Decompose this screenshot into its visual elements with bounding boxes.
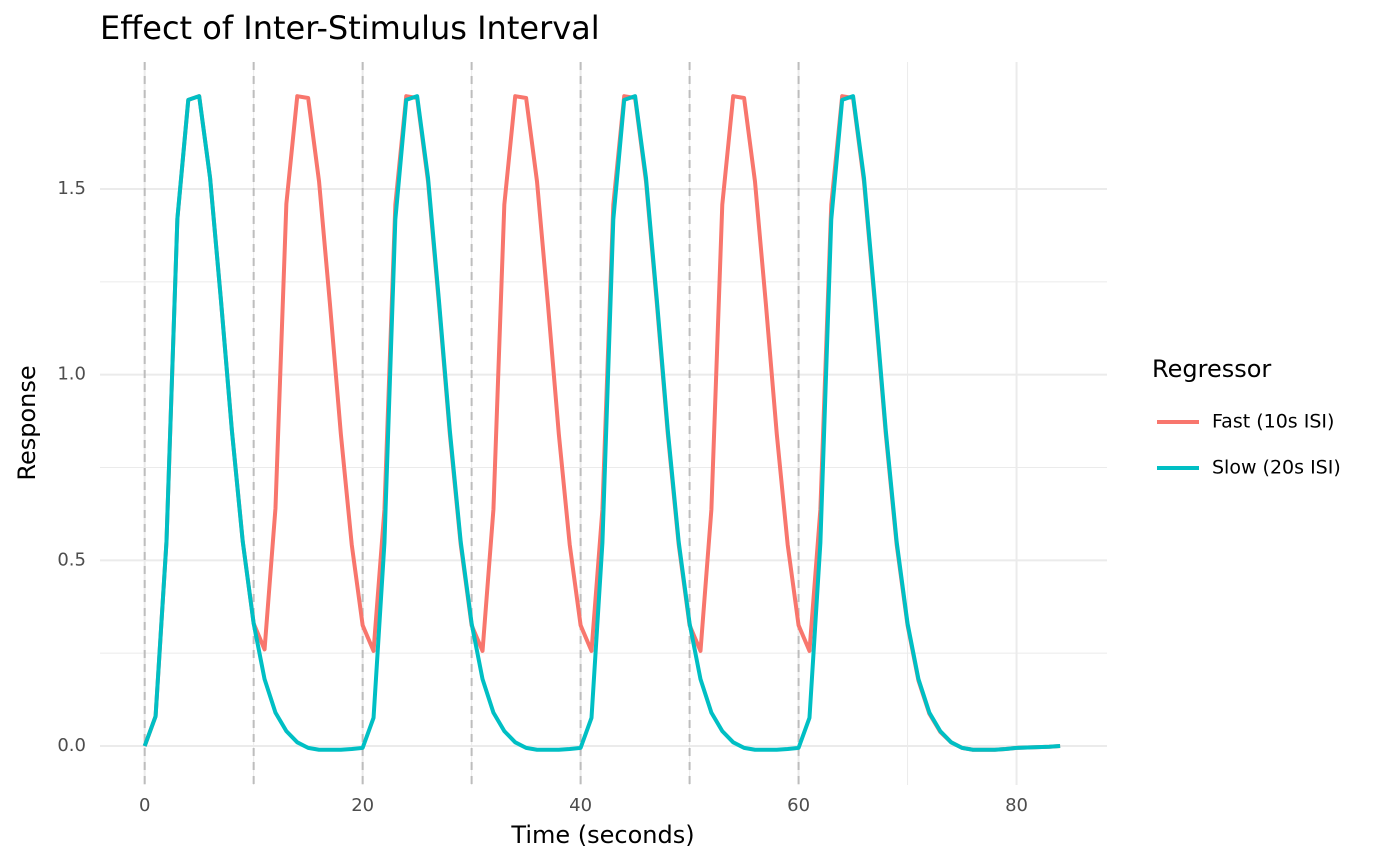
- x-tick-label: 0: [139, 795, 150, 816]
- x-tick-label: 60: [787, 795, 810, 816]
- x-axis-label: Time (seconds): [510, 821, 694, 849]
- legend-label: Slow (20s ISI): [1212, 457, 1341, 479]
- series-line: [142, 94, 1061, 752]
- y-tick-label: 0.0: [57, 735, 86, 756]
- series-line: [142, 94, 1061, 752]
- y-tick-label: 1.5: [57, 178, 86, 199]
- legend-label: Fast (10s ISI): [1212, 411, 1334, 433]
- y-tick-label: 0.5: [57, 549, 86, 570]
- chart-title: Effect of Inter-Stimulus Interval: [100, 9, 600, 47]
- y-axis-label: Response: [13, 365, 41, 480]
- y-tick-label: 1.0: [57, 364, 86, 385]
- x-tick-label: 20: [351, 795, 374, 816]
- x-tick-label: 40: [569, 795, 592, 816]
- x-tick-label: 80: [1005, 795, 1028, 816]
- legend-title: Regressor: [1152, 355, 1271, 383]
